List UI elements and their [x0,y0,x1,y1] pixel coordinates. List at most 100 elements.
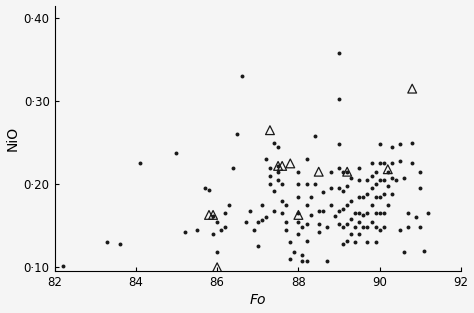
Point [376,211,383,216]
Point [368,161,375,166]
Point [229,165,237,170]
Point [356,219,363,224]
Point [213,265,221,270]
Point [286,240,294,245]
Point [254,244,262,249]
Point [210,213,217,218]
Point [360,194,367,199]
Point [262,215,270,220]
Point [262,157,270,162]
Point [258,218,265,223]
Point [404,225,412,230]
Point [218,227,225,232]
Point [356,177,363,182]
Point [299,225,306,230]
Point [376,142,383,147]
Point [295,194,302,199]
Point [376,161,383,166]
Point [335,222,343,227]
Point [396,227,404,232]
Point [205,213,213,218]
Point [335,50,343,55]
Point [384,203,392,208]
Point [360,213,367,218]
Point [278,163,286,168]
Point [396,158,404,163]
X-axis label: Fo: Fo [249,294,266,307]
Point [315,230,322,235]
Point [356,211,363,216]
Point [372,211,379,216]
Point [315,222,322,227]
Point [339,169,347,174]
Point [352,240,359,245]
Point [303,222,310,227]
Point [352,225,359,230]
Point [368,219,375,224]
Point [278,182,286,187]
Point [295,219,302,224]
Point [201,186,209,191]
Point [250,227,257,232]
Point [226,203,233,208]
Point [173,150,180,155]
Point [388,175,396,180]
Point [364,225,371,230]
Point [380,177,388,182]
Point [234,132,241,137]
Point [311,182,319,187]
Point [295,182,302,187]
Point [303,157,310,162]
Point [339,225,347,230]
Point [343,183,351,188]
Point [331,213,339,218]
Point [246,208,254,213]
Point [388,144,396,149]
Point [376,227,383,232]
Point [319,190,327,195]
Point [213,250,221,255]
Point [59,263,66,268]
Point [360,225,367,230]
Point [307,213,314,218]
Point [364,211,371,216]
Point [380,225,388,230]
Point [274,163,282,168]
Point [283,227,290,232]
Point [343,169,351,174]
Point [205,187,213,192]
Point [372,240,379,245]
Point [343,203,351,208]
Point [254,219,262,224]
Point [352,211,359,216]
Point [384,169,392,174]
Point [295,169,302,174]
Point [372,169,379,174]
Point [104,240,111,245]
Point [343,169,351,174]
Point [347,198,355,203]
Point [347,217,355,222]
Point [409,161,416,166]
Point [412,215,420,220]
Point [221,211,229,216]
Point [339,188,347,193]
Point [270,140,278,145]
Point [384,167,392,172]
Point [270,208,278,213]
Point [356,232,363,237]
Point [388,161,396,166]
Point [335,142,343,147]
Point [364,240,371,245]
Point [409,86,416,91]
Point [372,182,379,187]
Point [372,225,379,230]
Point [136,160,144,165]
Point [210,232,217,237]
Point [388,192,396,197]
Point [311,133,319,138]
Point [323,225,331,230]
Point [193,227,201,232]
Point [238,74,246,79]
Point [327,169,335,174]
